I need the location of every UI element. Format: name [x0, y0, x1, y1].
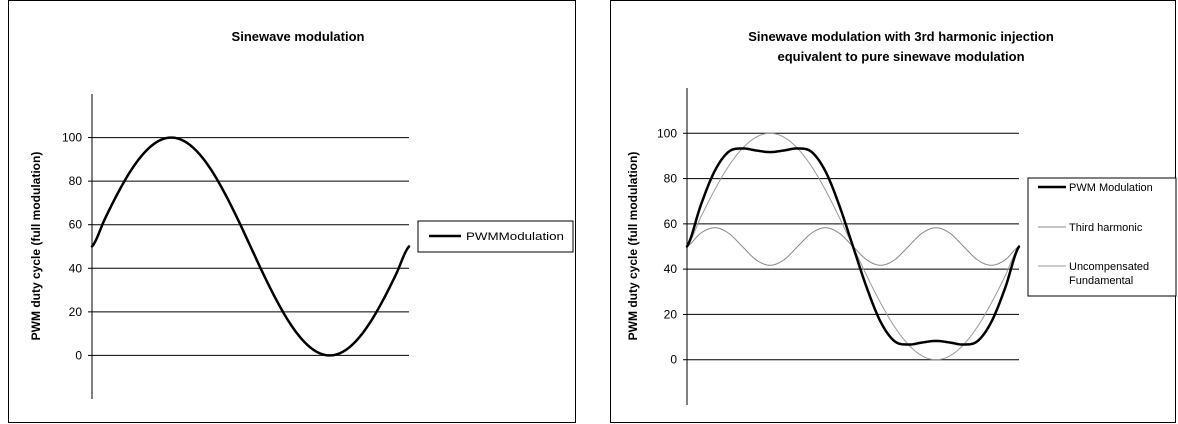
legend-label-third-harmonic: Third harmonic — [1069, 222, 1143, 234]
legend-label-pwm-modulation: PWM Modulation — [1069, 182, 1153, 194]
y-tick-label-100: 100 — [62, 131, 82, 145]
legend: PWM Modulation Third harmonic Uncompensa… — [1027, 177, 1177, 297]
legend-label-fundamental: Fundamental — [1069, 275, 1133, 287]
series-lines — [90, 136, 411, 357]
series-line-pwmmodulation — [90, 136, 411, 357]
chart-title-line-1: Sinewave modulation with 3rd harmonic in… — [748, 29, 1054, 44]
y-tick-label-40: 40 — [664, 262, 678, 276]
chart-sinewave: Sinewave modulation PWM duty cycle (full… — [29, 29, 574, 399]
y-tick-label-100: 100 — [657, 126, 677, 140]
y-tick-label-0: 0 — [670, 353, 677, 367]
series-line-pwm-modulation — [685, 147, 1021, 346]
chart-third-harmonic: Sinewave modulation with 3rd harmonic in… — [626, 29, 1177, 405]
chart-title-line-2: equivalent to pure sinewave modulation — [777, 49, 1024, 64]
y-tick-label-80: 80 — [664, 172, 678, 186]
chart-panel-sinewave: Sinewave modulation PWM duty cycle (full… — [8, 0, 576, 423]
y-tick-label-60: 60 — [664, 217, 678, 231]
y-tick-label-0: 0 — [75, 348, 82, 362]
gridlines — [683, 132, 1019, 361]
y-tick-label-20: 20 — [664, 307, 678, 321]
gridlines — [88, 137, 409, 356]
y-tick-label-40: 40 — [69, 261, 83, 275]
y-axis-label: PWM duty cycle (full modulation) — [29, 152, 43, 341]
series-lines — [685, 132, 1021, 361]
y-tick-labels: 0 20 40 60 80 100 — [657, 126, 677, 366]
legend: PWMModulation — [417, 220, 574, 253]
chart-title: Sinewave modulation — [232, 29, 365, 44]
y-tick-labels: 0 20 40 60 80 100 — [62, 131, 82, 363]
chart-panel-third-harmonic: Sinewave modulation with 3rd harmonic in… — [610, 0, 1177, 423]
legend-label-pwm-modulation: PWMModulation — [466, 231, 564, 243]
y-tick-label-20: 20 — [69, 305, 83, 319]
legend-box — [1027, 177, 1177, 297]
y-axis-label: PWM duty cycle (full modulation) — [626, 152, 640, 341]
legend-label-uncompensated: Uncompensated — [1069, 261, 1149, 273]
y-tick-label-60: 60 — [69, 218, 83, 232]
y-tick-label-80: 80 — [69, 174, 83, 188]
